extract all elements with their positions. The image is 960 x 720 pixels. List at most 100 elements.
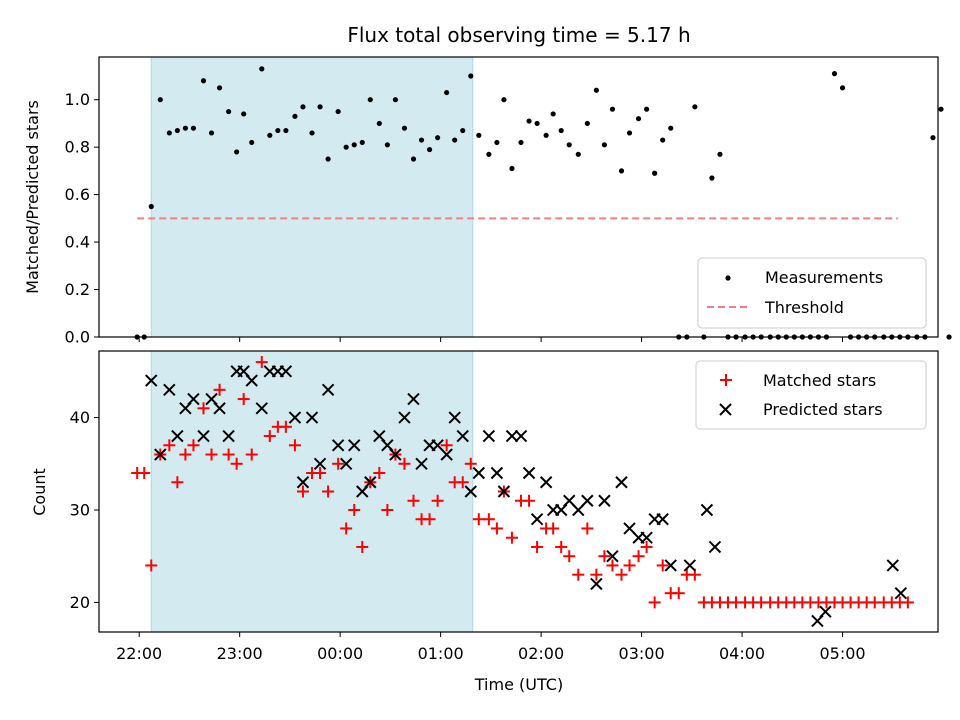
predicted-star-point <box>145 374 158 387</box>
measurement-point <box>509 165 515 172</box>
matched-star-point <box>163 439 176 452</box>
measurement-point <box>275 127 281 134</box>
top-y-tick-label: 0.8 <box>65 138 90 157</box>
measurement-point <box>410 156 417 162</box>
measurement-point <box>259 66 265 72</box>
predicted-star-point <box>305 411 319 424</box>
predicted-star-stroke-b <box>539 476 553 489</box>
predicted-star-point <box>398 411 411 424</box>
matched-star-point <box>288 439 301 452</box>
matched-star-point <box>322 485 335 498</box>
predicted-star-stroke-b <box>255 402 268 415</box>
predicted-star-point <box>514 429 528 443</box>
top-observing-window <box>150 56 474 338</box>
measurement-point <box>668 125 674 131</box>
matched-star-point <box>279 420 292 433</box>
top-y-tick-label: 1.0 <box>65 90 90 109</box>
matched-star-point <box>464 457 477 470</box>
predicted-star-stroke-b <box>522 466 536 480</box>
predicted-star-stroke-b <box>222 429 235 443</box>
measurement-point <box>476 132 482 138</box>
measurement-point <box>626 130 633 136</box>
measurement-point <box>584 120 590 127</box>
measurement-point <box>566 142 572 148</box>
matched-star-point <box>255 356 268 369</box>
predicted-star-stroke-b <box>171 429 184 443</box>
predicted-star-stroke-b <box>497 485 511 498</box>
x-axis-label: Time (UTC) <box>474 675 563 694</box>
matched-star-point <box>205 448 218 461</box>
measurement-point <box>543 132 549 138</box>
measurement-point <box>418 137 425 143</box>
matched-star-point <box>332 457 345 470</box>
predicted-star-stroke-b <box>505 429 519 443</box>
measurement-point <box>157 97 163 103</box>
matched-star-point <box>356 540 369 553</box>
predicted-star-point <box>505 429 519 443</box>
predicted-star-point <box>389 448 402 461</box>
matched-star-point <box>505 531 518 544</box>
predicted-star-point <box>539 476 553 489</box>
predicted-star-point <box>163 383 176 397</box>
predicted-star-point <box>664 559 677 572</box>
predicted-star-point <box>615 476 628 489</box>
matched-star-point <box>398 457 411 470</box>
matched-star-point <box>213 383 226 396</box>
predicted-star-point <box>348 439 361 452</box>
predicted-star-stroke-b <box>590 577 603 591</box>
matched-star-point <box>187 439 200 452</box>
bottom-x-tick-label: 05:00 <box>819 644 865 663</box>
predicted-star-stroke-b <box>288 411 302 424</box>
top-legend: Measurements Threshold <box>697 257 927 329</box>
predicted-star-point <box>154 448 167 461</box>
predicted-star-point <box>490 466 504 480</box>
predicted-star-stroke-b <box>313 457 327 470</box>
legend-measurements-label: Measurements <box>765 268 883 287</box>
predicted-star-point <box>456 429 469 443</box>
predicted-star-point <box>581 494 594 507</box>
predicted-star-point <box>497 485 511 498</box>
predicted-star-point <box>187 392 200 406</box>
matched-star-point <box>138 467 151 480</box>
matched-star-point <box>230 457 243 470</box>
measurement-point <box>575 151 581 157</box>
predicted-star-stroke-b <box>187 392 200 406</box>
predicted-star-point <box>819 605 832 618</box>
top-y-tick-label: 0.4 <box>65 233 90 252</box>
predicted-star-stroke-b <box>894 586 908 600</box>
measurement-point <box>534 120 540 127</box>
predicted-star-point <box>296 476 310 489</box>
measurement-point <box>283 127 289 134</box>
predicted-star-stroke-b <box>415 457 428 470</box>
measurement-point <box>190 125 197 131</box>
measurement-point <box>200 78 207 84</box>
matched-star-point <box>296 485 309 498</box>
matched-star-point <box>581 522 594 535</box>
predicted-star-stroke-b <box>398 411 411 424</box>
predicted-star-stroke-b <box>145 374 158 387</box>
predicted-star-stroke-b <box>581 494 594 507</box>
predicted-star-point <box>313 457 327 470</box>
measurement-point <box>635 116 642 122</box>
matched-star-point <box>407 494 420 507</box>
measurement-point <box>644 106 650 112</box>
measurement-point <box>468 73 474 79</box>
predicted-star-stroke-b <box>530 513 544 526</box>
measurement-point <box>317 104 323 110</box>
measurement-point <box>601 142 608 148</box>
measurement-point <box>831 71 838 77</box>
predicted-star-stroke-b <box>245 374 258 387</box>
matched-star-point <box>431 494 444 507</box>
predicted-star-stroke-b <box>237 365 250 378</box>
predicted-star-point <box>656 513 669 526</box>
predicted-star-stroke-b <box>886 559 899 572</box>
measurement-point <box>367 97 373 103</box>
measurement-point <box>300 104 306 110</box>
legend-predicted-marker <box>719 403 732 416</box>
matched-star-point <box>263 430 276 443</box>
matched-star-point <box>606 559 619 572</box>
measurement-point <box>550 111 556 117</box>
measurement-point <box>351 142 357 148</box>
matched-star-point <box>590 568 603 581</box>
measurement-point <box>166 130 172 136</box>
